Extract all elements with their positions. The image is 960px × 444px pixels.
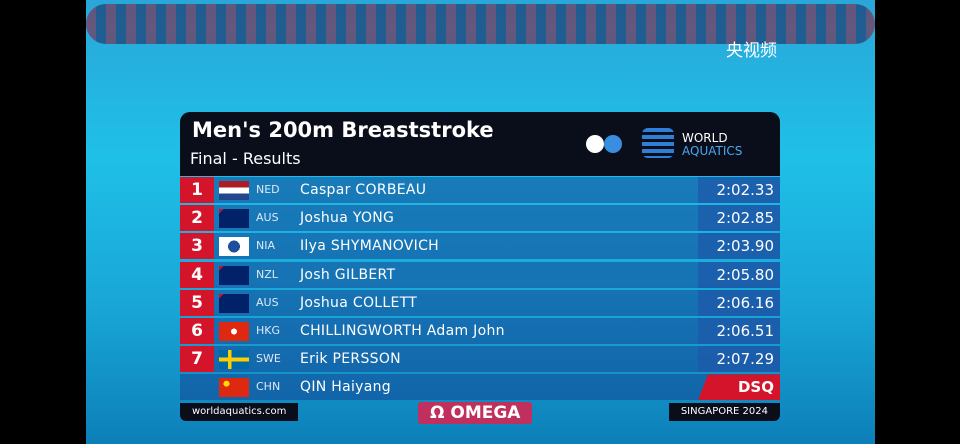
result-row: 6 HKG CHILLINGWORTH Adam John 2:06.51 [180,318,780,344]
result-row: CHN QIN Haiyang DSQ [180,374,780,401]
result-row: 1 NED Caspar CORBEAU 2:02.33 [180,177,780,203]
country-code: SWE [256,352,281,366]
time: 2:05.80 [698,261,780,288]
result-row: 3 NIA Ilya SHYMANOVICH 2:03.90 [180,233,780,260]
result-row: 4 NZL Josh GILBERT 2:05.80 [180,261,780,288]
country-code: NZL [256,267,278,281]
country-code: CHN [256,380,281,394]
country-code: AUS [256,295,279,309]
athlete-name: QIN Haiyang [300,379,391,396]
subtitle: Final - Results [190,149,301,168]
athlete-name: Joshua YONG [300,210,395,227]
result-row: 7 SWE Erik PERSSON 2:07.29 [180,346,780,373]
rank: 1 [180,177,214,203]
website: worldaquatics.com [180,403,299,421]
flag [219,265,249,285]
athlete-name: Josh GILBERT [300,266,396,283]
wa-icon [642,128,674,158]
athlete-name: CHILLINGWORTH Adam John [300,323,505,339]
rank: 2 [180,205,214,232]
logo-dot [586,135,604,153]
time: DSQ [698,374,780,401]
flag [219,322,249,341]
rank: 7 [180,346,214,373]
result-row: 2 AUS Joshua YONG 2:02.85 [180,205,780,232]
flag [219,378,249,398]
time: 2:02.85 [698,205,780,232]
athlete-name: Ilya SHYMANOVICH [300,238,440,255]
result-row: 5 AUS Joshua COLLETT 2:06.16 [180,289,780,316]
time: 2:06.16 [698,289,780,316]
header: Men's 200m Breaststroke Final - Results … [180,112,780,176]
flag [219,350,249,370]
event: SINGAPORE 2024 [668,403,780,421]
flag [219,293,249,313]
lane-rope [86,4,875,44]
time: 2:03.90 [698,233,780,260]
country-code: NIA [256,239,275,253]
flag [219,237,249,257]
flag [219,181,249,200]
time: 2:06.51 [698,318,780,344]
time: 2:07.29 [698,346,780,373]
athlete-name: Joshua COLLETT [300,294,418,311]
athlete-name: Erik PERSSON [300,351,401,368]
broadcaster-logo: 央视频 [726,41,777,61]
country-code: HKG [256,324,281,337]
wa-text: WORLD AQUATICS [682,132,742,158]
sponsor: Ω OMEGA [418,402,533,424]
country-code: AUS [256,211,279,225]
rank: 4 [180,261,214,288]
rank: 6 [180,318,214,344]
logo-dot [604,135,622,153]
results-panel: Men's 200m Breaststroke Final - Results … [180,112,780,424]
time: 2:02.33 [698,177,780,203]
rank: 3 [180,233,214,260]
rank: 5 [180,289,214,316]
country-code: NED [256,183,280,196]
flag [219,209,249,229]
logo-line: WORLD [682,131,728,145]
logo-line: AQUATICS [682,144,743,158]
athlete-name: Caspar CORBEAU [300,182,427,198]
title: Men's 200m Breaststroke [192,118,494,142]
